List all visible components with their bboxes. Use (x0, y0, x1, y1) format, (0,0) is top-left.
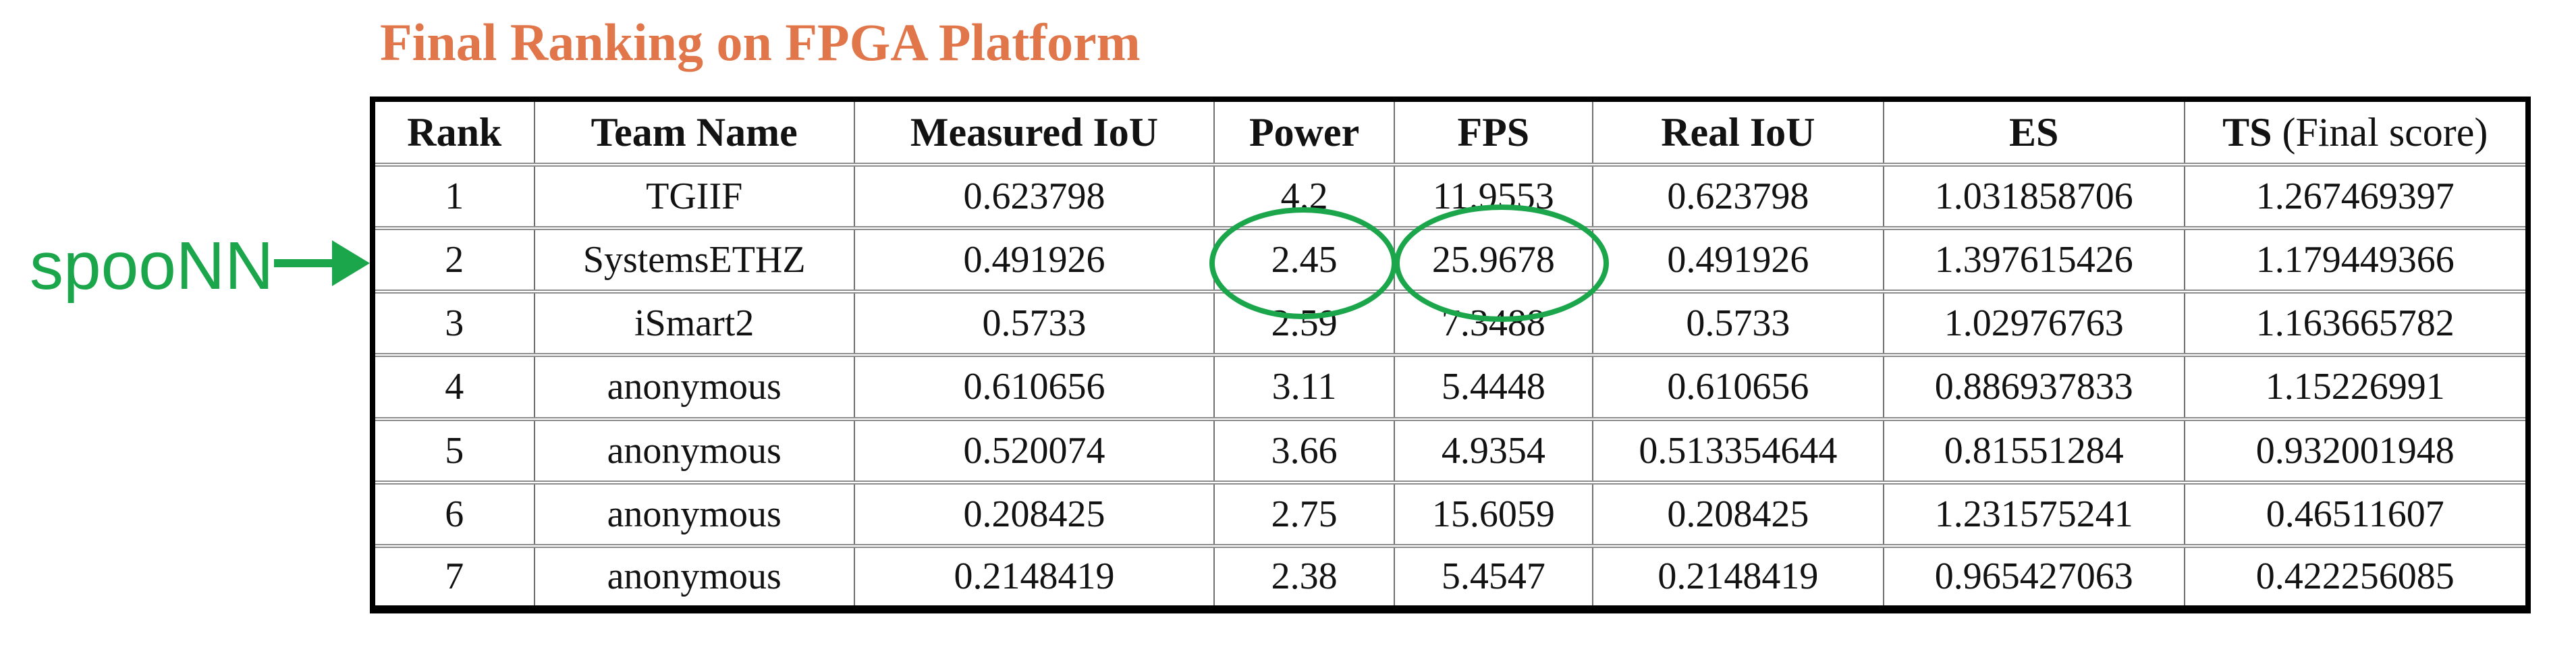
cell-team: anonymous (533, 480, 855, 548)
table-row: 3 iSmart2 0.5733 2.59 7.3488 0.5733 1.02… (372, 290, 2529, 358)
cell-rank: 4 (372, 353, 535, 421)
table-row: 7 anonymous 0.2148419 2.38 5.4547 0.2148… (372, 543, 2529, 612)
cell-power: 3.66 (1213, 416, 1395, 485)
ranking-table-container: Rank Team Name Measured IoU Power FPS Re… (370, 97, 2531, 613)
cell-measured-iou: 0.623798 (853, 162, 1215, 231)
cell-power-circled: 2.45 (1213, 226, 1395, 294)
cell-rank: 2 (372, 226, 535, 294)
cell-es: 1.231575241 (1882, 480, 2185, 548)
cell-real-iou: 0.491926 (1591, 226, 1884, 294)
cell-power: 3.11 (1213, 353, 1395, 421)
cell-team: SystemsETHZ (533, 226, 855, 294)
table-row: 5 anonymous 0.520074 3.66 4.9354 0.51335… (372, 416, 2529, 485)
cell-fps: 4.9354 (1393, 416, 1593, 485)
col-header-real-iou: Real IoU (1591, 97, 1884, 167)
cell-power: 2.38 (1213, 543, 1395, 612)
table-row: 1 TGIIF 0.623798 4.2 11.9553 0.623798 1.… (372, 162, 2529, 231)
cell-measured-iou: 0.491926 (853, 226, 1215, 294)
cell-real-iou: 0.5733 (1591, 290, 1884, 358)
ranking-table: Rank Team Name Measured IoU Power FPS Re… (370, 97, 2531, 613)
cell-power: 4.2 (1213, 162, 1395, 231)
table-row: 4 anonymous 0.610656 3.11 5.4448 0.61065… (372, 353, 2529, 421)
header-row: Rank Team Name Measured IoU Power FPS Re… (372, 97, 2529, 167)
col-header-fps: FPS (1393, 97, 1593, 167)
ts-suffix-label: (Final score) (2272, 109, 2488, 155)
col-header-measured-iou: Measured IoU (853, 97, 1215, 167)
cell-fps: 5.4547 (1393, 543, 1593, 612)
cell-ts: 0.932001948 (2183, 416, 2529, 485)
cell-fps: 5.4448 (1393, 353, 1593, 421)
cell-measured-iou: 0.2148419 (853, 543, 1215, 612)
col-header-team-name: Team Name (533, 97, 855, 167)
cell-team: iSmart2 (533, 290, 855, 358)
cell-ts: 1.179449366 (2183, 226, 2529, 294)
cell-ts: 1.15226991 (2183, 353, 2529, 421)
right-arrow-icon (274, 240, 370, 286)
cell-fps: 11.9553 (1393, 162, 1593, 231)
cell-real-iou: 0.623798 (1591, 162, 1884, 231)
cell-measured-iou: 0.5733 (853, 290, 1215, 358)
cell-rank: 1 (372, 162, 535, 231)
cell-power: 2.59 (1213, 290, 1395, 358)
cell-real-iou: 0.610656 (1591, 353, 1884, 421)
page-title: Final Ranking on FPGA Platform (380, 13, 1141, 72)
cell-es: 1.02976763 (1882, 290, 2185, 358)
annotation-label: spooNN (30, 228, 274, 304)
table-row: 6 anonymous 0.208425 2.75 15.6059 0.2084… (372, 480, 2529, 548)
cell-measured-iou: 0.520074 (853, 416, 1215, 485)
cell-ts: 1.163665782 (2183, 290, 2529, 358)
table-row-highlighted: 2 SystemsETHZ 0.491926 2.45 25.9678 0.49… (372, 226, 2529, 294)
cell-rank: 7 (372, 543, 535, 612)
cell-es: 0.81551284 (1882, 416, 2185, 485)
cell-es: 0.965427063 (1882, 543, 2185, 612)
cell-rank: 5 (372, 416, 535, 485)
cell-fps: 7.3488 (1393, 290, 1593, 358)
cell-ts: 1.267469397 (2183, 162, 2529, 231)
cell-real-iou: 0.513354644 (1591, 416, 1884, 485)
ts-label: TS (2222, 109, 2272, 155)
cell-team: TGIIF (533, 162, 855, 231)
col-header-rank: Rank (372, 97, 535, 167)
cell-team: anonymous (533, 543, 855, 612)
cell-real-iou: 0.2148419 (1591, 543, 1884, 612)
col-header-power: Power (1213, 97, 1395, 167)
cell-power: 2.75 (1213, 480, 1395, 548)
cell-es: 0.886937833 (1882, 353, 2185, 421)
cell-team: anonymous (533, 416, 855, 485)
cell-measured-iou: 0.610656 (853, 353, 1215, 421)
cell-es: 1.397615426 (1882, 226, 2185, 294)
cell-ts: 0.46511607 (2183, 480, 2529, 548)
cell-es: 1.031858706 (1882, 162, 2185, 231)
cell-fps: 15.6059 (1393, 480, 1593, 548)
cell-team: anonymous (533, 353, 855, 421)
cell-ts: 0.422256085 (2183, 543, 2529, 612)
cell-rank: 3 (372, 290, 535, 358)
cell-real-iou: 0.208425 (1591, 480, 1884, 548)
cell-rank: 6 (372, 480, 535, 548)
cell-measured-iou: 0.208425 (853, 480, 1215, 548)
col-header-ts: TS (Final score) (2183, 97, 2529, 167)
col-header-es: ES (1882, 97, 2185, 167)
cell-fps-circled: 25.9678 (1393, 226, 1593, 294)
